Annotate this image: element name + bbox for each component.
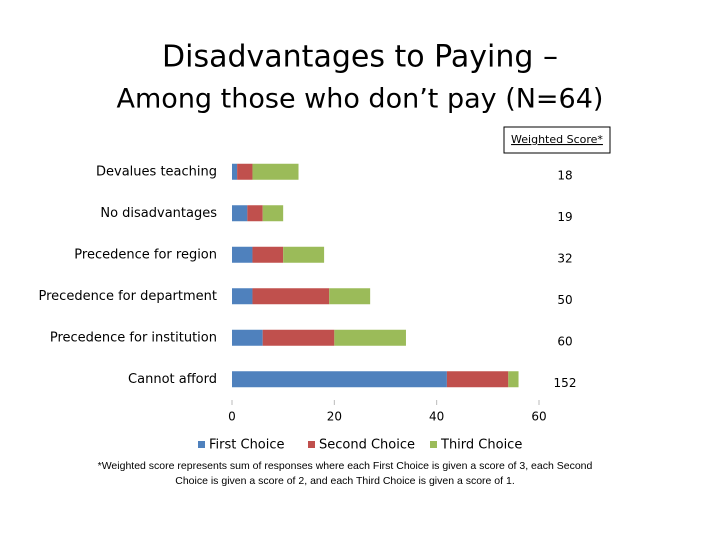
bar-segment	[446, 371, 509, 388]
legend-swatch	[198, 441, 205, 448]
bar-segment	[334, 329, 406, 346]
bar-segment	[329, 288, 371, 305]
bar-segment	[232, 205, 248, 222]
weighted-score: 50	[557, 293, 572, 307]
bar-segment	[232, 371, 447, 388]
x-tick-label: 40	[429, 410, 444, 424]
bar-segment	[262, 205, 284, 222]
footnote: *Weighted score represents sum of respon…	[97, 460, 593, 487]
bar-segment	[232, 246, 253, 263]
bar-segment	[252, 288, 330, 305]
bar-segment	[508, 371, 519, 388]
legend-swatch	[308, 441, 315, 448]
chart-subtitle: Among those who don’t pay (N=64)	[117, 84, 604, 115]
legend-label: Third Choice	[440, 438, 522, 453]
y-tick-label: Devalues teaching	[96, 164, 217, 179]
y-tick-label: Cannot afford	[128, 372, 217, 387]
y-tick-label: No disadvantages	[100, 206, 217, 221]
x-tick-label: 0	[228, 410, 236, 424]
weighted-score: 152	[554, 376, 577, 390]
bar-segment	[232, 288, 253, 305]
legend-label: Second Choice	[319, 438, 415, 453]
weighted-score: 32	[557, 251, 572, 265]
y-tick-label: Precedence for department	[39, 289, 218, 304]
weighted-score: 60	[557, 334, 572, 348]
bar-segment	[237, 163, 253, 180]
x-tick-label: 60	[531, 410, 546, 424]
weighted-score: 19	[557, 210, 572, 224]
chart-title: Disadvantages to Paying –	[162, 40, 558, 75]
bar-segment	[283, 246, 325, 263]
y-tick-label: Precedence for region	[74, 247, 217, 262]
score-box	[503, 126, 611, 154]
legend-swatch	[430, 441, 437, 448]
bar-segment	[247, 205, 263, 222]
x-tick-label: 20	[327, 410, 342, 424]
bar-segment	[232, 329, 263, 346]
bar-segment	[252, 246, 284, 263]
bar-segment	[262, 329, 335, 346]
bar-segment	[232, 163, 238, 180]
weighted-score: 18	[557, 168, 572, 182]
legend-label: First Choice	[209, 438, 285, 453]
score-header: Weighted Score*	[511, 133, 603, 146]
bar-segment	[252, 163, 299, 180]
y-tick-label: Precedence for institution	[50, 330, 217, 345]
